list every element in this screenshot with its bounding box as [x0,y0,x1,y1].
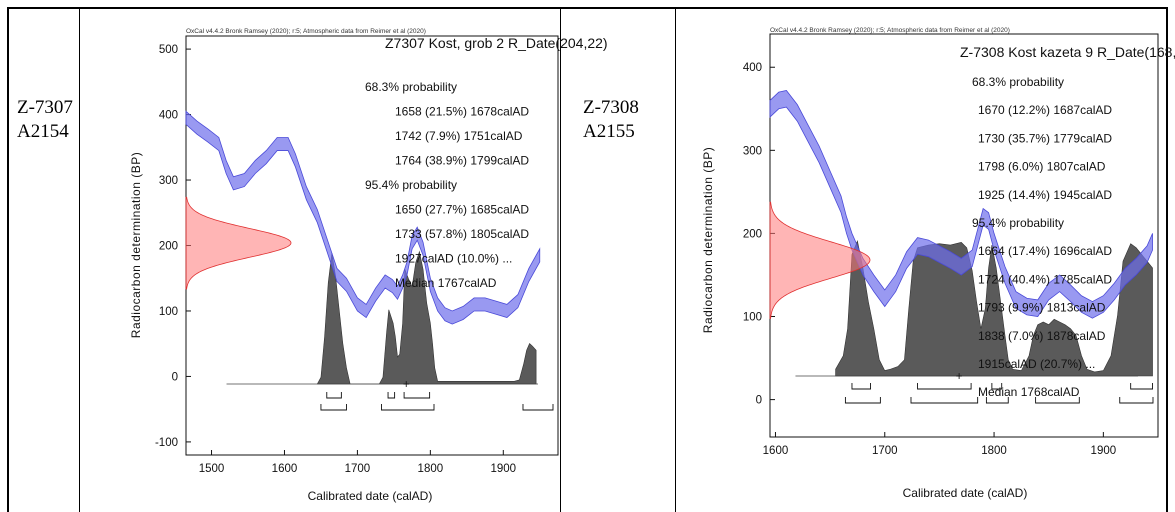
range-bracket-68 [403,392,431,399]
x-axis-label: Calibrated date (calAD) [308,489,433,503]
probability-annotation: 1798 (6.0%) 1807calAD [978,160,1106,174]
range-bracket-68 [851,383,872,390]
range-bracket-95 [910,397,979,404]
calibrated-distribution [835,239,1153,377]
range-bracket-95 [844,397,881,404]
y-tick-label: 100 [743,312,762,324]
probability-annotation: 1925 (14.4%) 1945calAD [978,188,1112,202]
probability-annotation: 1670 (12.2%) 1687calAD [978,103,1112,117]
probability-annotation: 1927calAD (10.0%) ... [395,252,512,266]
x-tick-label: 1900 [490,463,516,475]
probability-annotation: 1650 (27.7%) 1685calAD [395,203,529,217]
range-bracket-68 [326,392,342,399]
probability-annotation: 68.3% probability [365,80,457,94]
y-tick-label: -100 [155,437,178,449]
x-tick-label: 1800 [418,463,444,475]
calibration-curve [769,90,1153,319]
probability-annotation: 1838 (7.0%) 1878calAD [978,329,1106,343]
sample-code: Z-7308 [583,97,639,118]
probability-annotation: 95.4% probability [972,216,1064,230]
chart-title: Z7307 Kost, grob 2 R_Date(204,22) [385,35,608,51]
x-tick-label: 1700 [345,463,371,475]
y-axis-label: Radiocarbon determination (BP) [129,152,143,338]
probability-annotation: 1658 (21.5%) 1678calAD [395,105,529,119]
x-tick-label: 1900 [1091,445,1117,457]
median-marker: + [956,371,963,383]
calibrated-distribution [316,250,537,385]
radiocarbon-distribution [769,201,871,319]
y-tick-label: 300 [159,175,178,187]
x-tick-label: 1800 [981,445,1007,457]
y-tick-label: 500 [159,44,178,56]
sample-ref: A2154 [17,121,69,142]
table-frame [7,7,1168,512]
probability-annotation: Median 1768calAD [978,385,1080,399]
y-tick-label: 0 [756,395,762,407]
y-tick-label: 200 [743,228,762,240]
sample-code: Z-7307 [17,97,73,118]
probability-annotation: Median 1767calAD [395,276,497,290]
y-axis-label: Radiocarbon determination (BP) [701,147,715,333]
range-bracket-95 [1035,397,1080,404]
median-marker: + [403,379,410,391]
range-bracket-68 [387,392,396,399]
probability-annotation: 1915calAD (20.7%) ... [978,357,1095,371]
column-divider [79,7,80,512]
sample-label-left: Z-7307 A2154 [17,96,73,144]
x-tick-label: 1600 [272,463,298,475]
range-bracket-68 [917,383,972,390]
y-tick-label: 200 [159,241,178,253]
range-bracket-95 [522,404,554,411]
source-note: OxCal v4.4.2 Bronk Ramsey (2020); r:5; A… [770,27,1010,34]
probability-annotation: 1724 (40.4%) 1785calAD [978,272,1112,286]
probability-annotation: 1742 (7.9%) 1751calAD [395,129,523,143]
range-bracket-95 [320,404,347,411]
probability-annotation: 1730 (35.7%) 1779calAD [978,131,1112,145]
chart-title: Z-7308 Kost kazeta 9 R_Date(168,22) [960,44,1175,60]
range-bracket-68 [991,383,1003,390]
range-bracket-68 [1130,383,1153,390]
x-tick-label: 1700 [872,445,898,457]
x-tick-label: 1500 [199,463,225,475]
probability-annotation: 1733 (57.8%) 1805calAD [395,227,529,241]
range-bracket-95 [1119,397,1154,404]
probability-annotation: 1764 (38.9%) 1799calAD [395,154,529,168]
x-axis-label: Calibrated date (calAD) [903,486,1028,500]
y-tick-label: 400 [159,110,178,122]
sample-label-right: Z-7308 A2155 [583,96,639,144]
y-tick-label: 100 [159,306,178,318]
range-bracket-95 [381,404,435,411]
source-note: OxCal v4.4.2 Bronk Ramsey (2020); r:5; A… [186,28,426,35]
radiocarbon-distribution [185,196,292,290]
probability-annotation: 1793 (9.9%) 1813calAD [978,301,1106,315]
plot-frame [769,33,1159,438]
y-tick-label: 400 [743,62,762,74]
range-bracket-95 [985,397,1009,404]
probability-annotation: 1664 (17.4%) 1696calAD [978,244,1112,258]
y-tick-label: 0 [172,371,178,383]
column-divider [560,7,561,512]
probability-annotation: 95.4% probability [365,178,457,192]
y-tick-label: 300 [743,145,762,157]
column-divider [675,7,676,512]
probability-annotation: 68.3% probability [972,75,1064,89]
sample-ref: A2155 [583,121,635,142]
calibration-curve [185,110,541,325]
x-tick-label: 1600 [763,445,789,457]
